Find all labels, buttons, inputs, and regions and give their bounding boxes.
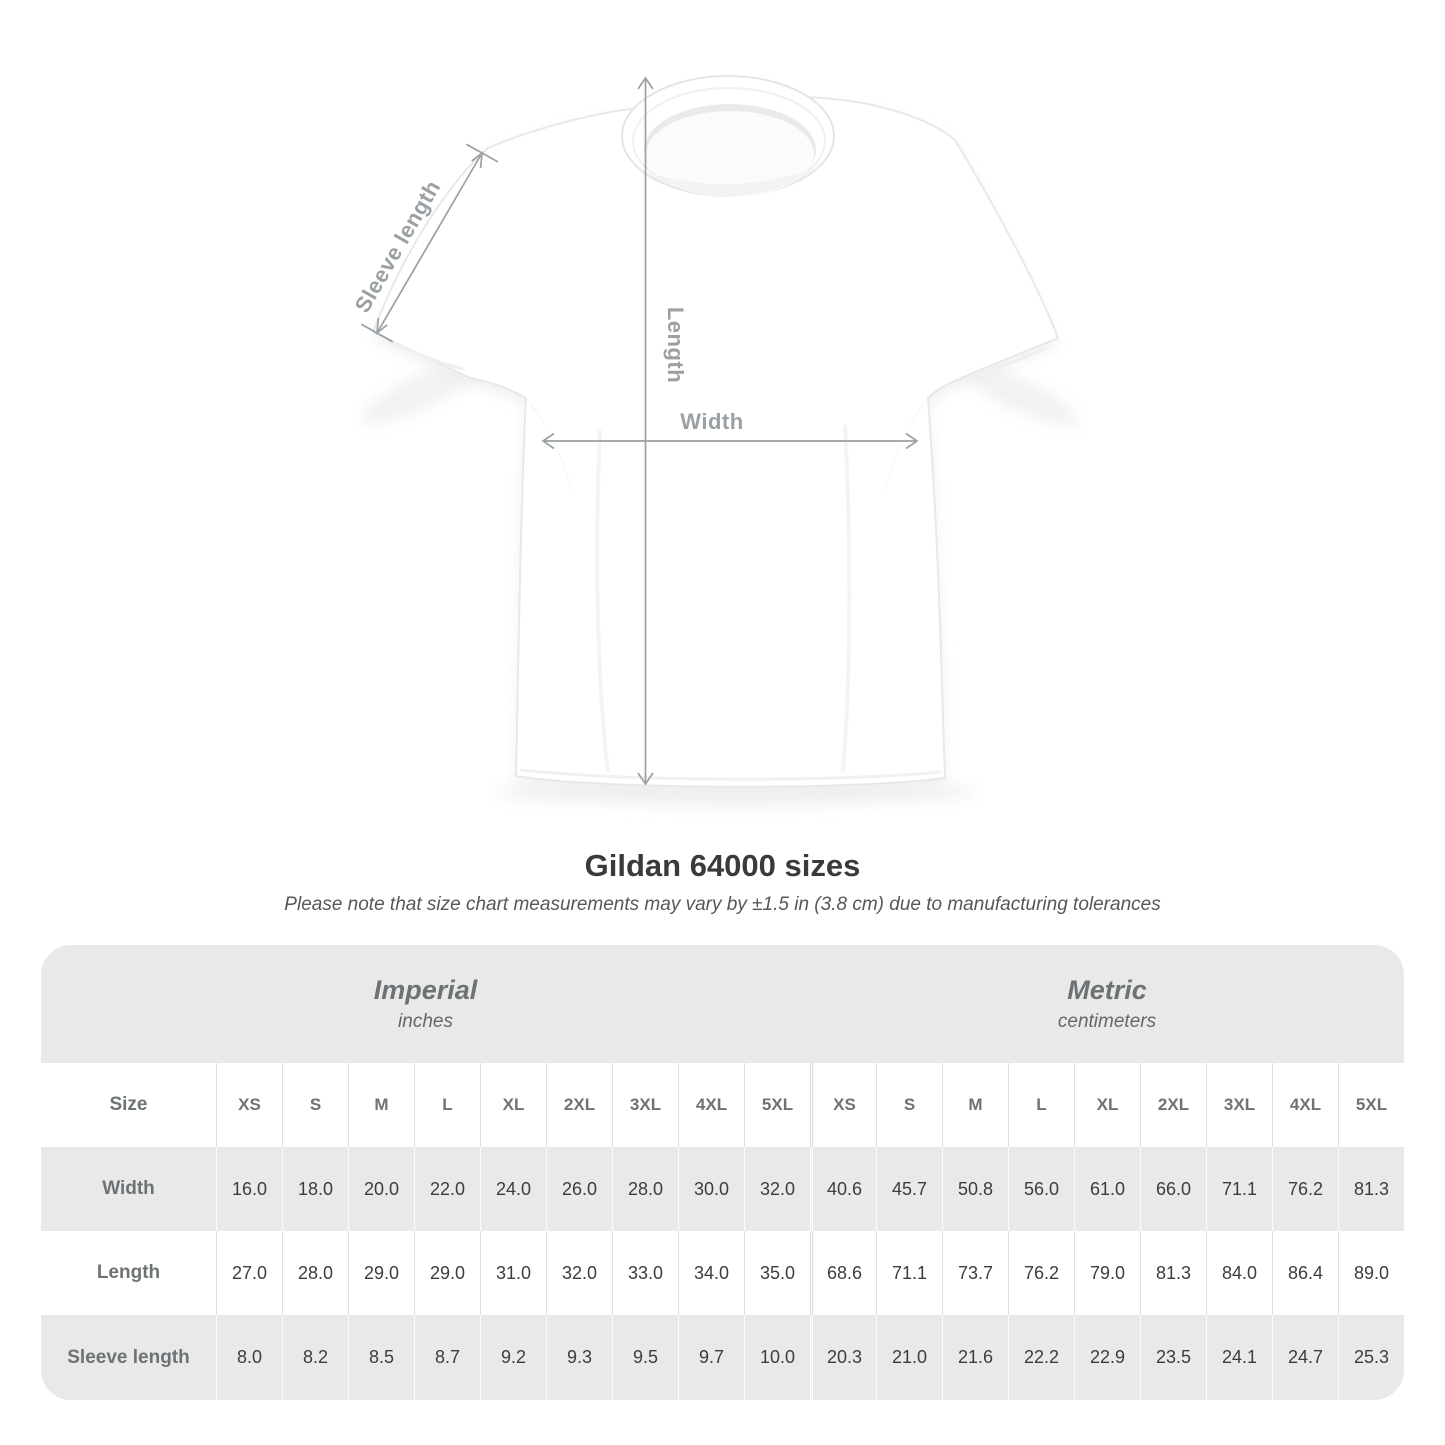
metric-value: 89.0 — [1338, 1231, 1404, 1315]
imperial-value: 24.0 — [480, 1147, 546, 1231]
size-label-metric-s: S — [876, 1063, 942, 1147]
size-label-imperial-xs: XS — [216, 1063, 282, 1147]
imperial-value: 33.0 — [612, 1231, 678, 1315]
metric-value: 24.7 — [1272, 1315, 1338, 1400]
size-label-metric-4xl: 4XL — [1272, 1063, 1338, 1147]
metric-value: 40.6 — [810, 1147, 876, 1231]
metric-value: 21.6 — [942, 1315, 1008, 1400]
imperial-header: Imperial inches — [41, 945, 810, 1063]
imperial-value: 8.7 — [414, 1315, 480, 1400]
metric-value: 79.0 — [1074, 1231, 1140, 1315]
imperial-value: 8.5 — [348, 1315, 414, 1400]
imperial-title: Imperial — [373, 975, 478, 1005]
metric-value: 22.2 — [1008, 1315, 1074, 1400]
metric-value: 23.5 — [1140, 1315, 1206, 1400]
imperial-value: 26.0 — [546, 1147, 612, 1231]
size-label-imperial-xl: XL — [480, 1063, 546, 1147]
size-label-imperial-s: S — [282, 1063, 348, 1147]
size-label-imperial-3xl: 3XL — [612, 1063, 678, 1147]
imperial-value: 32.0 — [546, 1231, 612, 1315]
imperial-value: 8.2 — [282, 1315, 348, 1400]
metric-value: 81.3 — [1338, 1147, 1404, 1231]
metric-value: 61.0 — [1074, 1147, 1140, 1231]
imperial-value: 10.0 — [744, 1315, 810, 1400]
row-label: Length — [96, 1262, 161, 1283]
metric-value: 45.7 — [876, 1147, 942, 1231]
metric-value: 76.2 — [1272, 1147, 1338, 1231]
metric-value: 22.9 — [1074, 1315, 1140, 1400]
metric-value: 66.0 — [1140, 1147, 1206, 1231]
metric-value: 76.2 — [1008, 1231, 1074, 1315]
length-label: Length — [663, 307, 688, 383]
imperial-value: 22.0 — [414, 1147, 480, 1231]
size-label-metric-xs: XS — [810, 1063, 876, 1147]
size-label-metric-2xl: 2XL — [1140, 1063, 1206, 1147]
metric-unit: centimeters — [1057, 1011, 1157, 1032]
size-column-header: Size — [109, 1094, 148, 1115]
size-chart-table: Imperial inches Metric centimeters Size X… — [41, 945, 1404, 1400]
imperial-value: 9.2 — [480, 1315, 546, 1400]
size-header-row: Size XS S M L XL 2XL 3XL 4XL 5XL XS S M L XL 2XL 3XL 4XL 5… — [41, 1063, 1404, 1147]
imperial-value: 34.0 — [678, 1231, 744, 1315]
size-label-metric-m: M — [942, 1063, 1008, 1147]
metric-value: 86.4 — [1272, 1231, 1338, 1315]
metric-value: 81.3 — [1140, 1231, 1206, 1315]
tolerance-note: Please note that size chart measurements… — [284, 894, 1161, 915]
page-title: Gildan 64000 sizes — [584, 848, 861, 883]
imperial-unit: inches — [398, 1011, 453, 1032]
imperial-value: 9.5 — [612, 1315, 678, 1400]
imperial-value: 28.0 — [612, 1147, 678, 1231]
sleeve-length-dimension — [360, 143, 499, 343]
size-label-imperial-4xl: 4XL — [678, 1063, 744, 1147]
width-dimension — [541, 432, 919, 450]
measurement-row: Sleeve length 8.0 8.2 8.5 8.7 9.2 9.3 9.5 9.7 10.… — [41, 1315, 1404, 1400]
imperial-value: 28.0 — [282, 1231, 348, 1315]
imperial-value: 27.0 — [216, 1231, 282, 1315]
metric-value: 84.0 — [1206, 1231, 1272, 1315]
width-label: Width — [680, 409, 743, 434]
metric-value: 50.8 — [942, 1147, 1008, 1231]
size-label-metric-l: L — [1008, 1063, 1074, 1147]
metric-header: Metric centimeters — [810, 945, 1404, 1063]
size-label-imperial-2xl: 2XL — [546, 1063, 612, 1147]
unit-group-header: Imperial inches Metric centimeters — [41, 945, 1404, 1063]
length-dimension — [637, 76, 654, 786]
imperial-value: 30.0 — [678, 1147, 744, 1231]
metric-value: 25.3 — [1338, 1315, 1404, 1400]
metric-value: 20.3 — [810, 1315, 876, 1400]
row-label: Sleeve length — [67, 1346, 190, 1368]
size-label-metric-5xl: 5XL — [1338, 1063, 1404, 1147]
imperial-value: 16.0 — [216, 1147, 282, 1231]
imperial-value: 20.0 — [348, 1147, 414, 1231]
size-label-imperial-m: M — [348, 1063, 414, 1147]
size-table-body: Size XS S M L XL 2XL 3XL 4XL 5XL XS S M L XL 2XL 3XL 4XL 5… — [41, 1063, 1404, 1400]
imperial-value: 32.0 — [744, 1147, 810, 1231]
imperial-value: 9.3 — [546, 1315, 612, 1400]
measurement-row: Length 27.0 28.0 29.0 29.0 31.0 32.0 33.0 34.0 35… — [41, 1231, 1404, 1315]
imperial-value: 9.7 — [678, 1315, 744, 1400]
imperial-value: 8.0 — [216, 1315, 282, 1400]
size-label-metric-xl: XL — [1074, 1063, 1140, 1147]
imperial-value: 29.0 — [348, 1231, 414, 1315]
row-label: Width — [102, 1178, 155, 1199]
tshirt-diagram: Sleeve length Length Width — [350, 75, 1079, 806]
metric-title: Metric — [1067, 975, 1147, 1005]
metric-value: 68.6 — [810, 1231, 876, 1315]
metric-value: 56.0 — [1008, 1147, 1074, 1231]
imperial-value: 35.0 — [744, 1231, 810, 1315]
metric-value: 21.0 — [876, 1315, 942, 1400]
measurement-row: Width 16.0 18.0 20.0 22.0 24.0 26.0 28.0 30.0 32.… — [41, 1147, 1404, 1231]
imperial-value: 18.0 — [282, 1147, 348, 1231]
imperial-value: 31.0 — [480, 1231, 546, 1315]
metric-value: 73.7 — [942, 1231, 1008, 1315]
size-label-imperial-l: L — [414, 1063, 480, 1147]
size-label-imperial-5xl: 5XL — [744, 1063, 810, 1147]
size-label-metric-3xl: 3XL — [1206, 1063, 1272, 1147]
metric-value: 71.1 — [876, 1231, 942, 1315]
metric-value: 24.1 — [1206, 1315, 1272, 1400]
metric-value: 71.1 — [1206, 1147, 1272, 1231]
imperial-value: 29.0 — [414, 1231, 480, 1315]
